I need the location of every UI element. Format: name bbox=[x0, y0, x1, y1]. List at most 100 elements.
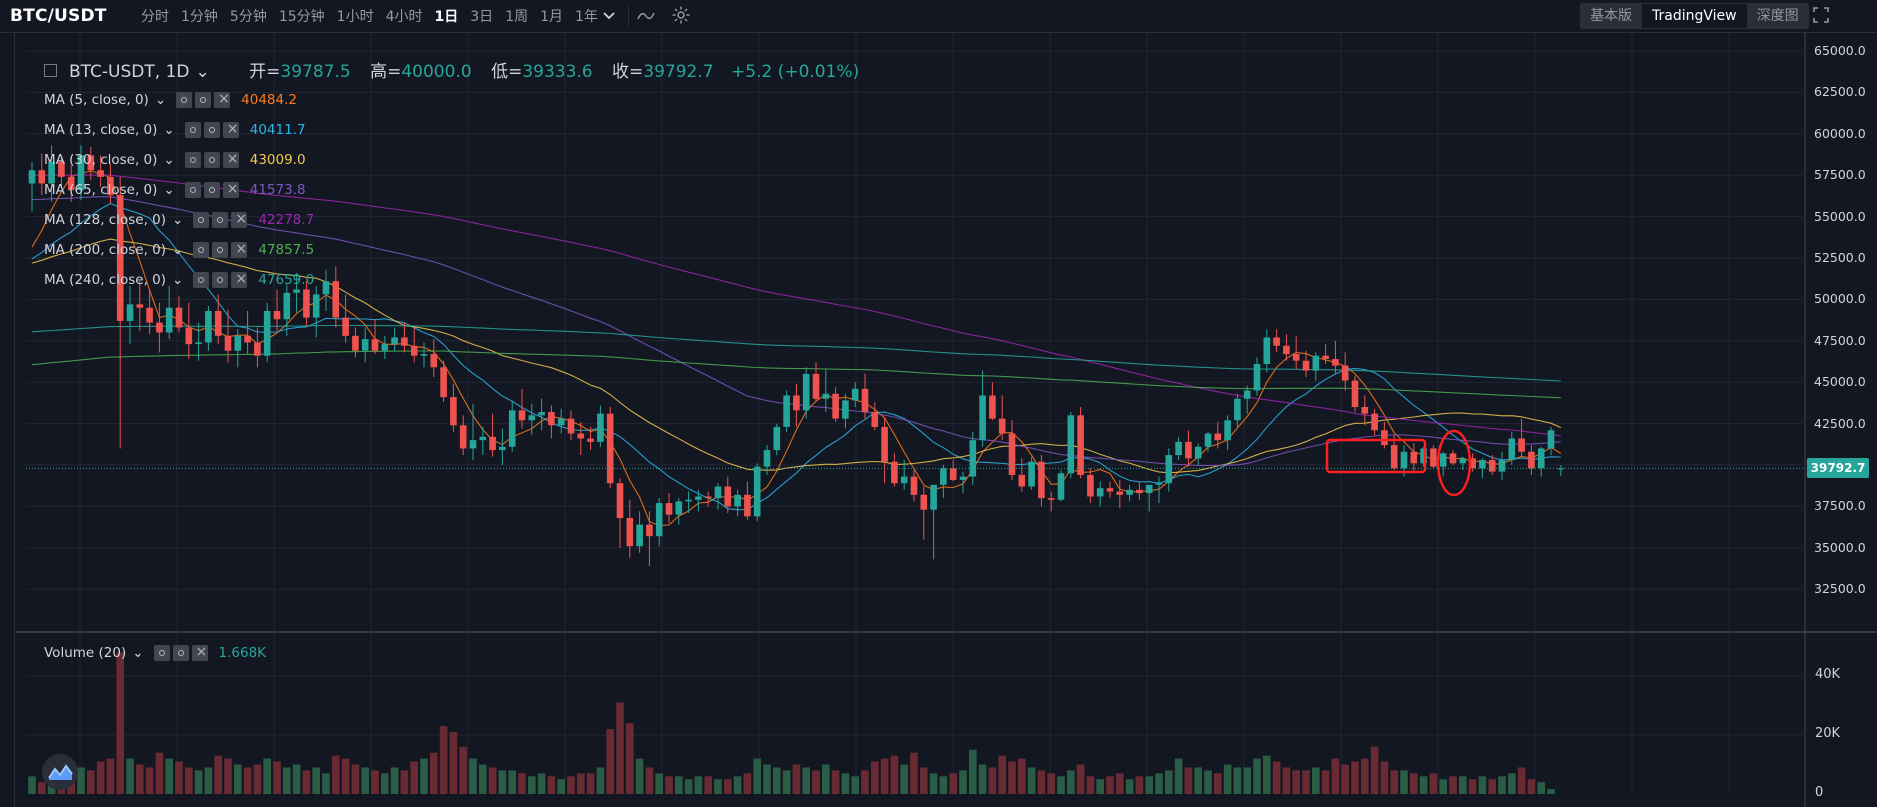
volume-bar bbox=[1390, 770, 1398, 794]
visibility-icon[interactable] bbox=[184, 122, 201, 138]
view-switcher: 基本版 TradingView 深度图 bbox=[1580, 3, 1809, 29]
legend-title[interactable]: BTC-USDT, 1D bbox=[69, 62, 190, 82]
tradingview-logo[interactable] bbox=[42, 754, 78, 790]
visibility-icon[interactable] bbox=[184, 152, 201, 168]
volume-label[interactable]: Volume (20) bbox=[44, 645, 127, 661]
visibility-icon[interactable] bbox=[176, 92, 193, 108]
view-tab-2[interactable]: 深度图 bbox=[1756, 8, 1799, 24]
settings-icon[interactable] bbox=[203, 122, 220, 138]
ma-label[interactable]: MA (5, close, 0) bbox=[44, 92, 149, 108]
close-icon[interactable] bbox=[222, 121, 239, 138]
volume-bar bbox=[38, 782, 46, 794]
candle-body bbox=[1087, 474, 1094, 497]
close-icon[interactable] bbox=[231, 241, 248, 258]
volume-bar bbox=[430, 752, 438, 794]
interval-5[interactable]: 4小时 bbox=[385, 9, 423, 25]
settings-icon[interactable] bbox=[203, 152, 220, 168]
settings-icon[interactable] bbox=[212, 242, 229, 258]
volume-bar bbox=[273, 761, 281, 794]
chevron-icon[interactable]: ⌄ bbox=[195, 62, 210, 82]
settings-icon[interactable] bbox=[172, 645, 189, 661]
interval-6[interactable]: 1日 bbox=[434, 9, 459, 25]
interval-9[interactable]: 1月 bbox=[540, 9, 564, 25]
volume-bar bbox=[155, 752, 164, 794]
interval-7[interactable]: 3日 bbox=[470, 9, 494, 25]
interval-0[interactable]: 分时 bbox=[141, 9, 169, 25]
price-tick-label: 65000.0 bbox=[1814, 43, 1866, 58]
volume-bar bbox=[1125, 779, 1134, 794]
interval-selector: 分时 1分钟 5分钟 15分钟 1小时 4小时 1日 3日 1周 1月 1年 bbox=[141, 0, 610, 32]
volume-bar bbox=[145, 767, 154, 794]
chevron-icon[interactable]: ⌄ bbox=[172, 212, 184, 228]
candle-body bbox=[185, 327, 193, 345]
ma-label[interactable]: MA (30, close, 0) bbox=[44, 152, 158, 168]
chevron-icon[interactable]: ⌄ bbox=[172, 272, 184, 288]
close-icon[interactable] bbox=[231, 271, 248, 288]
candles bbox=[28, 145, 1565, 567]
chevron-icon[interactable]: ⌄ bbox=[172, 242, 184, 258]
chevron-down-icon[interactable] bbox=[602, 8, 616, 22]
price-tick-label: 57500.0 bbox=[1814, 167, 1866, 183]
symbol-title[interactable]: BTC/USDT bbox=[10, 6, 107, 26]
close-icon[interactable] bbox=[191, 644, 208, 661]
visibility-icon[interactable] bbox=[153, 645, 170, 661]
close-icon[interactable] bbox=[222, 181, 239, 198]
gear-icon[interactable] bbox=[671, 5, 691, 25]
visibility-icon[interactable] bbox=[193, 242, 210, 258]
candle-body bbox=[842, 400, 849, 419]
candle-body bbox=[499, 446, 506, 451]
interval-2[interactable]: 5分钟 bbox=[229, 9, 267, 25]
close-icon[interactable] bbox=[231, 211, 248, 228]
candle-body bbox=[949, 468, 957, 480]
indicator-icon[interactable] bbox=[637, 7, 655, 25]
ma-label[interactable]: MA (240, close, 0) bbox=[44, 272, 167, 288]
view-tab-0[interactable]: 基本版 bbox=[1590, 8, 1632, 24]
chevron-icon[interactable]: ⌄ bbox=[132, 645, 144, 661]
volume-bar bbox=[1106, 776, 1114, 794]
interval-10[interactable]: 1年 bbox=[575, 9, 598, 25]
highlight-ellipse bbox=[1436, 429, 1472, 497]
settings-icon[interactable] bbox=[195, 92, 212, 108]
candle-body bbox=[871, 412, 879, 427]
ma-label[interactable]: MA (13, close, 0) bbox=[44, 122, 158, 138]
candle-body bbox=[900, 476, 908, 484]
collapse-icon[interactable] bbox=[44, 63, 57, 77]
interval-4[interactable]: 1小时 bbox=[336, 9, 374, 25]
settings-icon[interactable] bbox=[212, 212, 229, 228]
chevron-icon[interactable]: ⌄ bbox=[163, 122, 175, 138]
volume-bar bbox=[410, 761, 418, 794]
ma-value: 47659.0 bbox=[258, 272, 315, 288]
ma-label[interactable]: MA (200, close, 0) bbox=[44, 242, 167, 258]
volume-bar bbox=[1165, 770, 1173, 794]
ma-label[interactable]: MA (128, close, 0) bbox=[44, 212, 167, 228]
view-tab-1[interactable]: TradingView bbox=[1642, 4, 1747, 28]
interval-1[interactable]: 1分钟 bbox=[181, 9, 218, 25]
ma-label[interactable]: MA (65, close, 0) bbox=[44, 182, 158, 198]
volume-tick-label: 40K bbox=[1815, 667, 1841, 682]
chevron-icon[interactable]: ⌄ bbox=[163, 152, 175, 168]
candle-body bbox=[1175, 441, 1182, 456]
interval-8[interactable]: 1周 bbox=[505, 9, 529, 25]
visibility-icon[interactable] bbox=[193, 272, 210, 288]
chevron-icon[interactable]: ⌄ bbox=[154, 92, 167, 108]
candle-body bbox=[567, 418, 575, 434]
low-value: 39333.6 bbox=[522, 62, 593, 82]
settings-icon[interactable] bbox=[212, 272, 229, 288]
fullscreen-icon[interactable] bbox=[1812, 6, 1830, 24]
volume-bar bbox=[802, 767, 810, 794]
close-icon[interactable] bbox=[214, 91, 231, 108]
drawing-toolbar bbox=[0, 33, 15, 807]
ma-legend-6: MA (240, close, 0) ⌄ 47659.0 bbox=[44, 271, 315, 288]
chevron-icon[interactable]: ⌄ bbox=[163, 182, 175, 198]
candle-body bbox=[116, 195, 124, 321]
settings-icon[interactable] bbox=[203, 182, 220, 198]
candle-body bbox=[626, 517, 634, 547]
interval-3[interactable]: 15分钟 bbox=[278, 9, 325, 25]
close-icon[interactable] bbox=[222, 151, 239, 168]
candle-body bbox=[665, 503, 673, 515]
visibility-icon[interactable] bbox=[184, 182, 201, 198]
volume-bar bbox=[822, 764, 830, 794]
volume-bar bbox=[949, 773, 957, 794]
visibility-icon[interactable] bbox=[193, 212, 210, 228]
